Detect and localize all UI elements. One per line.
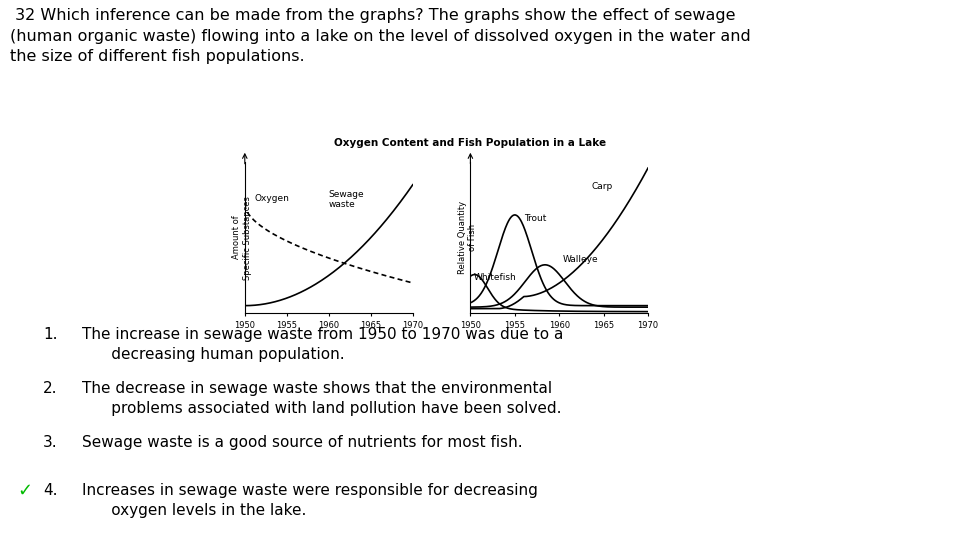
Y-axis label: Relative Quantity
of Fish: Relative Quantity of Fish: [458, 201, 477, 274]
Text: The decrease in sewage waste shows that the environmental
      problems associa: The decrease in sewage waste shows that …: [82, 381, 561, 415]
Text: 32 Which inference can be made from the graphs? The graphs show the effect of se: 32 Which inference can be made from the …: [10, 8, 751, 64]
Text: 1.: 1.: [43, 327, 58, 342]
Text: Sewage waste is a good source of nutrients for most fish.: Sewage waste is a good source of nutrien…: [82, 435, 522, 450]
Text: 3.: 3.: [43, 435, 58, 450]
Text: Trout: Trout: [524, 214, 546, 223]
Y-axis label: Amount of
Specific Substances: Amount of Specific Substances: [232, 195, 252, 280]
Text: Whitefish: Whitefish: [474, 273, 516, 282]
Text: Sewage
waste: Sewage waste: [328, 190, 365, 210]
Text: Walleye: Walleye: [563, 255, 598, 264]
Text: The increase in sewage waste from 1950 to 1970 was due to a
      decreasing hum: The increase in sewage waste from 1950 t…: [82, 327, 563, 361]
Text: Oxygen: Oxygen: [255, 194, 290, 204]
Text: Carp: Carp: [591, 182, 612, 191]
Text: 4.: 4.: [43, 483, 58, 498]
Text: ✓: ✓: [17, 482, 33, 500]
Text: Increases in sewage waste were responsible for decreasing
      oxygen levels in: Increases in sewage waste were responsib…: [82, 483, 538, 518]
Text: 2.: 2.: [43, 381, 58, 396]
Text: Oxygen Content and Fish Population in a Lake: Oxygen Content and Fish Population in a …: [334, 138, 607, 149]
